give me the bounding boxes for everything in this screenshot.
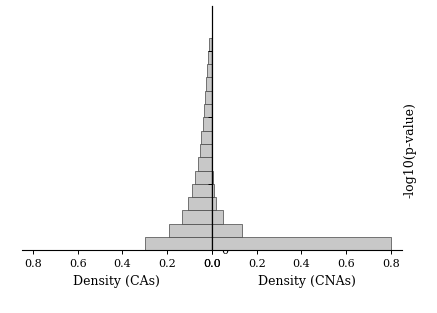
Bar [195, 171, 212, 184]
Bar [212, 237, 391, 250]
Bar [205, 91, 212, 104]
Bar [206, 77, 212, 91]
Bar [212, 197, 216, 210]
X-axis label: Density (CNAs): Density (CNAs) [258, 275, 356, 288]
Bar [203, 117, 212, 131]
Bar [170, 224, 212, 237]
Text: -log10(p-value): -log10(p-value) [403, 102, 416, 198]
Bar [212, 224, 242, 237]
Bar [192, 184, 212, 197]
Bar [201, 131, 212, 144]
Bar [212, 171, 213, 184]
Bar [212, 210, 223, 224]
Bar [208, 51, 212, 64]
Bar [200, 144, 212, 157]
Bar [188, 197, 212, 210]
Bar [198, 157, 212, 171]
Bar [182, 210, 212, 224]
Bar [209, 38, 212, 51]
Bar [207, 64, 212, 78]
X-axis label: Density (CAs): Density (CAs) [73, 275, 160, 288]
Bar [145, 237, 212, 250]
Bar [204, 104, 212, 117]
Bar [212, 184, 214, 197]
